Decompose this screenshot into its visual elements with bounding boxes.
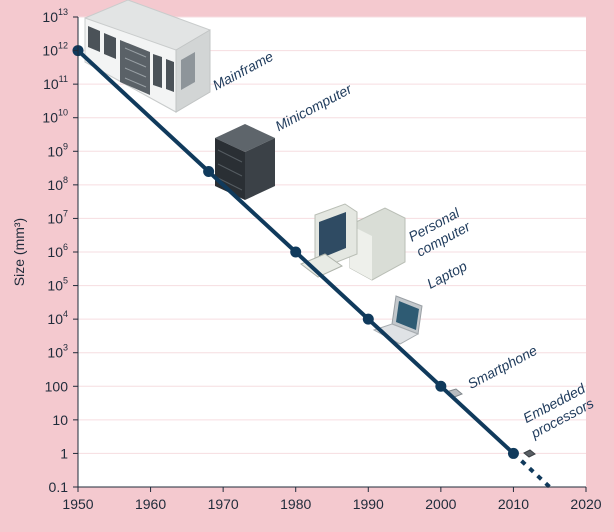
y-tick-label: 1013 — [42, 7, 68, 25]
embedded-processor-icon — [523, 449, 536, 458]
y-tick-label: 10 — [52, 412, 68, 428]
y-tick-label: 1 — [60, 445, 68, 461]
y-tick-label: 1011 — [43, 74, 68, 92]
laptop-icon — [372, 295, 423, 345]
y-tick-label: 100 — [45, 378, 69, 394]
x-tick-label: 2010 — [498, 496, 529, 512]
y-tick-label: 107 — [47, 208, 68, 226]
y-tick-label: 103 — [47, 343, 68, 361]
x-tick-label: 1980 — [280, 496, 311, 512]
mainframe-icon — [84, 0, 211, 113]
series-layer — [76, 48, 552, 489]
projection-line — [512, 451, 552, 489]
data-point — [507, 447, 519, 459]
device-illustrations — [84, 0, 536, 458]
y-axis-title: Size (mm³) — [11, 218, 27, 286]
x-tick-label: 1990 — [353, 496, 384, 512]
minicomputer-icon — [215, 124, 275, 200]
y-tick-label: 0.1 — [49, 479, 69, 495]
y-tick-label: 106 — [47, 242, 68, 260]
data-point — [435, 380, 447, 392]
x-tick-label: 2000 — [425, 496, 456, 512]
y-tick-label: 105 — [47, 276, 68, 294]
personal-computer-icon — [300, 203, 406, 281]
y-tick-label: 1012 — [42, 41, 68, 59]
x-axis-ticks: 1950 1960 1970 1980 1990 2000 2010 2020 — [62, 487, 602, 512]
y-tick-label: 104 — [47, 309, 68, 327]
x-tick-label: 1960 — [135, 496, 166, 512]
x-tick-label: 1950 — [62, 496, 93, 512]
size-trend-line — [76, 48, 516, 456]
x-tick-label: 1970 — [208, 496, 239, 512]
data-points — [72, 45, 519, 459]
data-point — [290, 246, 302, 258]
y-tick-label: 1010 — [42, 108, 68, 126]
data-point — [362, 313, 374, 325]
y-axis-ticks: 1013101210111010109108107106105104103100… — [42, 7, 78, 495]
y-tick-label: 109 — [47, 141, 68, 159]
data-point — [203, 165, 215, 177]
x-tick-label: 2020 — [570, 496, 601, 512]
y-tick-label: 108 — [47, 175, 68, 193]
